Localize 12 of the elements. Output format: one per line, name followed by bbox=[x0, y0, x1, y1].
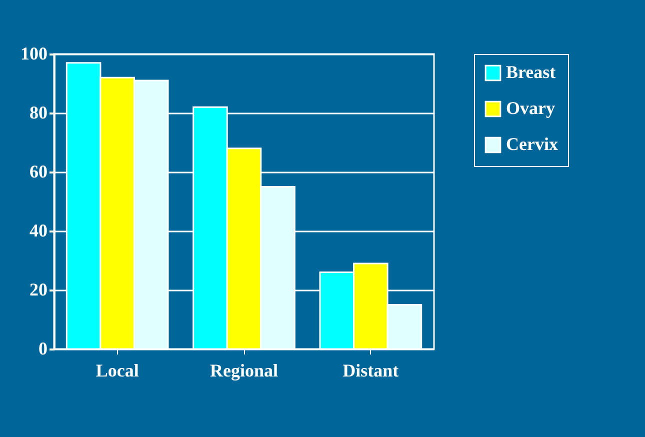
y-tick-label: 20 bbox=[30, 280, 48, 300]
legend-label: Cervix bbox=[506, 134, 558, 154]
x-tick-label: Distant bbox=[342, 360, 399, 380]
y-tick-label: 80 bbox=[30, 102, 48, 122]
x-tick-label: Local bbox=[96, 360, 139, 380]
legend-label: Ovary bbox=[506, 98, 555, 118]
y-tick-label: 60 bbox=[30, 162, 48, 182]
y-tick-label: 100 bbox=[20, 44, 48, 64]
y-tick-label: 40 bbox=[30, 220, 48, 240]
y-tick-label: 0 bbox=[38, 338, 48, 358]
x-tick-label: Regional bbox=[210, 360, 278, 380]
legend-label: Breast bbox=[506, 62, 556, 82]
